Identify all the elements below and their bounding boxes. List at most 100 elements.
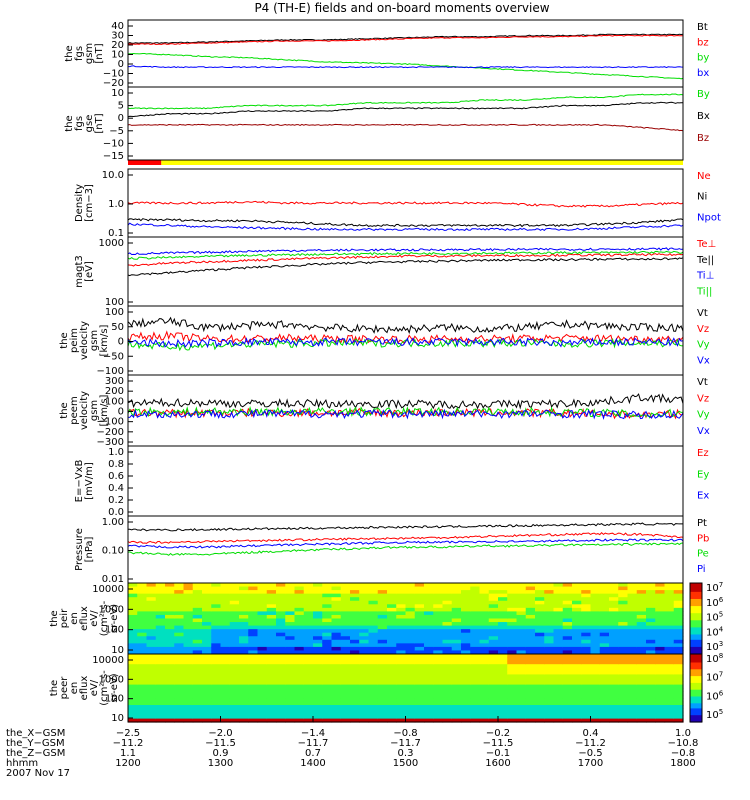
spectrogram-cell: [590, 618, 601, 623]
x-axis-row-label: hhmm: [6, 758, 38, 769]
spectrogram-cell: [433, 586, 444, 591]
spectrogram-cell: [396, 611, 407, 616]
spectrogram-cell: [128, 681, 138, 686]
spectrogram-cell: [405, 607, 416, 612]
spectrogram-cell: [359, 643, 370, 648]
spectrogram-cell: [331, 657, 342, 662]
spectrogram-cell: [340, 718, 351, 723]
spectrogram-cell: [646, 667, 656, 672]
spectrogram-cell: [507, 708, 518, 713]
y-axis-label: thefgsgse[nT]: [64, 113, 105, 133]
spectrogram-cell: [414, 650, 425, 655]
spectrogram-cell: [220, 636, 231, 641]
spectrogram-cell: [285, 629, 296, 634]
spectrogram-cell: [599, 684, 610, 689]
spectrogram-cell: [276, 667, 286, 672]
spectrogram-cell: [257, 711, 268, 716]
spectrogram-cell: [285, 671, 296, 675]
colorbar-cell: [690, 611, 702, 614]
colorbar-cell: [690, 682, 702, 686]
spectrogram-cell: [451, 698, 462, 703]
spectrogram-cell: [285, 583, 296, 588]
spectrogram-cell: [599, 681, 610, 686]
spectrogram-cell: [544, 643, 555, 648]
y-axis-label-line: [km/s]: [99, 394, 110, 426]
spectrogram-cell: [276, 657, 286, 662]
spectrogram-cell: [303, 660, 314, 665]
spectrogram-cell: [183, 715, 194, 720]
spectrogram-cell: [590, 593, 601, 598]
spectrogram-cell: [396, 607, 407, 612]
spectrogram-cell: [507, 600, 518, 605]
spectrogram-cell: [442, 643, 453, 648]
spectrogram-cell: [248, 593, 259, 598]
spectrogram-cell: [229, 643, 240, 648]
spectrogram-cell: [553, 698, 564, 703]
spectrogram-cell: [618, 600, 629, 605]
spectrogram-cell: [627, 698, 638, 703]
spectrogram-cell: [516, 611, 527, 616]
spectrogram-cell: [599, 622, 610, 627]
colorbar-cell: [690, 660, 702, 664]
spectrogram-cell: [202, 671, 212, 675]
spectrogram-cell: [488, 718, 499, 723]
spectrogram-cell: [331, 711, 342, 716]
spectrogram-cell: [424, 639, 434, 644]
spectrogram-cell: [359, 654, 370, 658]
spectrogram-cell: [572, 614, 582, 620]
spectrogram-cell: [553, 691, 564, 696]
spectrogram-cell: [322, 607, 333, 612]
spectrogram-cell: [424, 664, 434, 669]
spectrogram-cell: [609, 636, 619, 641]
spectrogram-cell: [313, 646, 323, 652]
spectrogram-cell: [377, 636, 388, 641]
spectrogram-cell: [618, 667, 629, 672]
spectrogram-cell: [165, 586, 175, 591]
spectrogram-cell: [340, 688, 351, 692]
spectrogram-cell: [396, 694, 407, 699]
spectrogram-cell: [544, 681, 555, 686]
spectrogram-cell: [553, 622, 564, 627]
spectrogram-cell: [211, 600, 222, 605]
spectrogram-cell: [461, 646, 471, 652]
spectrogram-cell: [396, 622, 407, 627]
spectrogram-cell: [211, 597, 222, 602]
spectrogram-cell: [359, 715, 370, 720]
spectrogram-cell: [525, 611, 536, 616]
spectrogram-cell: [414, 646, 425, 652]
spectrogram-cell: [146, 650, 157, 655]
spectrogram-cell: [174, 632, 185, 637]
spectrogram-cell: [433, 718, 444, 723]
spectrogram-cell: [609, 629, 619, 634]
spectrogram-cell: [535, 593, 545, 598]
spectrogram-cell: [202, 684, 212, 689]
spectrogram-cell: [303, 583, 314, 588]
spectrogram-cell: [239, 664, 249, 669]
spectrogram-cell: [350, 718, 360, 723]
spectrogram-cell: [618, 698, 629, 703]
spectrogram-cell: [396, 657, 407, 662]
spectrogram-cell: [498, 718, 508, 723]
spectrogram-cell: [525, 701, 536, 706]
spectrogram-cell: [581, 622, 592, 627]
spectrogram-cell: [609, 646, 619, 652]
colorbar-tick-base: 10: [706, 642, 719, 653]
y-tick-label: 0: [118, 337, 124, 348]
spectrogram-cell: [285, 718, 296, 723]
spectrogram-cell: [433, 715, 444, 720]
y-axis-label: Density[cm−3]: [74, 184, 95, 222]
spectrogram-cell: [276, 718, 286, 723]
spectrogram-cell: [609, 701, 619, 706]
spectrogram-cell: [525, 657, 536, 662]
spectrogram-cell: [377, 671, 388, 675]
spectrogram-cell: [313, 625, 323, 630]
spectrogram-cell: [516, 691, 527, 696]
x-axis-row-label: the_Y−GSM: [6, 738, 65, 749]
spectrogram-cell: [331, 629, 342, 634]
spectrogram-cell: [202, 694, 212, 699]
spectrogram-cell: [211, 583, 222, 588]
spectrogram-cell: [673, 691, 684, 696]
y-tick-label: 1.0: [108, 199, 124, 210]
spectrogram-cell: [562, 684, 573, 689]
spectrogram-cell: [562, 604, 573, 609]
